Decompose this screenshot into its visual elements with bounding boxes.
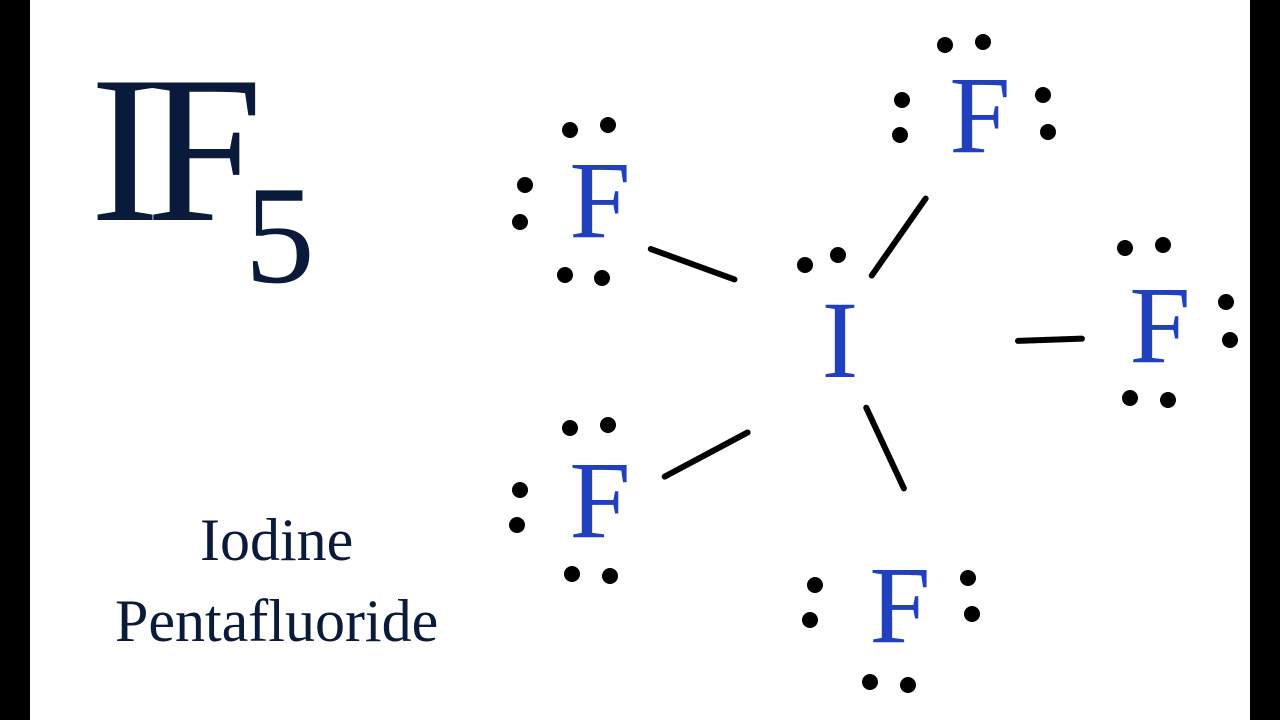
compound-name-line2: Pentafluoride [115,581,438,662]
fluorine-1-electron-dot-4 [1035,87,1051,103]
fluorine-atom-2: F [1129,270,1190,380]
fluorine-3-electron-dot-0 [807,577,823,593]
bond-3 [862,404,908,493]
fluorine-4-electron-dot-1 [600,417,616,433]
fluorine-atom-3: F [869,550,930,660]
center-atom-iodine: I [822,285,859,395]
fluorine-2-electron-dot-0 [1117,240,1133,256]
chemical-formula: IF5 [90,30,305,271]
fluorine-2-electron-dot-5 [1160,392,1176,408]
fluorine-0-electron-dot-3 [512,214,528,230]
fluorine-4-electron-dot-0 [562,420,578,436]
fluorine-3-electron-dot-5 [900,677,916,693]
center-lone-pair-dot-0 [797,257,813,273]
formula-subscript: 5 [245,158,301,313]
fluorine-2-electron-dot-1 [1155,237,1171,253]
fluorine-1-electron-dot-2 [894,92,910,108]
formula-base: IF [90,34,249,266]
compound-name: Iodine Pentafluoride [115,500,438,662]
fluorine-1-electron-dot-1 [975,34,991,50]
center-lone-pair-dot-1 [830,247,846,263]
letterbox-left [0,0,30,720]
fluorine-1-electron-dot-5 [1040,124,1056,140]
bond-4 [661,428,752,480]
fluorine-3-electron-dot-2 [960,570,976,586]
fluorine-2-electron-dot-2 [1218,294,1234,310]
fluorine-3-electron-dot-4 [862,674,878,690]
fluorine-2-electron-dot-4 [1122,390,1138,406]
fluorine-0-electron-dot-5 [594,270,610,286]
fluorine-4-electron-dot-4 [564,566,580,582]
compound-name-line1: Iodine [115,500,438,581]
fluorine-3-electron-dot-3 [964,606,980,622]
lewis-structure-diagram: I F F F F F [470,0,1260,720]
fluorine-0-electron-dot-4 [557,267,573,283]
fluorine-3-electron-dot-1 [802,612,818,628]
bond-1 [868,194,930,279]
fluorine-atom-1: F [949,60,1010,170]
bond-2 [1015,336,1085,344]
fluorine-1-electron-dot-3 [892,127,908,143]
fluorine-4-electron-dot-3 [509,517,525,533]
fluorine-0-electron-dot-0 [562,122,578,138]
fluorine-1-electron-dot-0 [937,37,953,53]
bond-0 [647,245,738,283]
fluorine-0-electron-dot-2 [517,177,533,193]
fluorine-atom-0: F [569,145,630,255]
fluorine-2-electron-dot-3 [1222,332,1238,348]
fluorine-0-electron-dot-1 [600,117,616,133]
fluorine-4-electron-dot-2 [512,482,528,498]
fluorine-atom-4: F [569,445,630,555]
fluorine-4-electron-dot-5 [602,568,618,584]
